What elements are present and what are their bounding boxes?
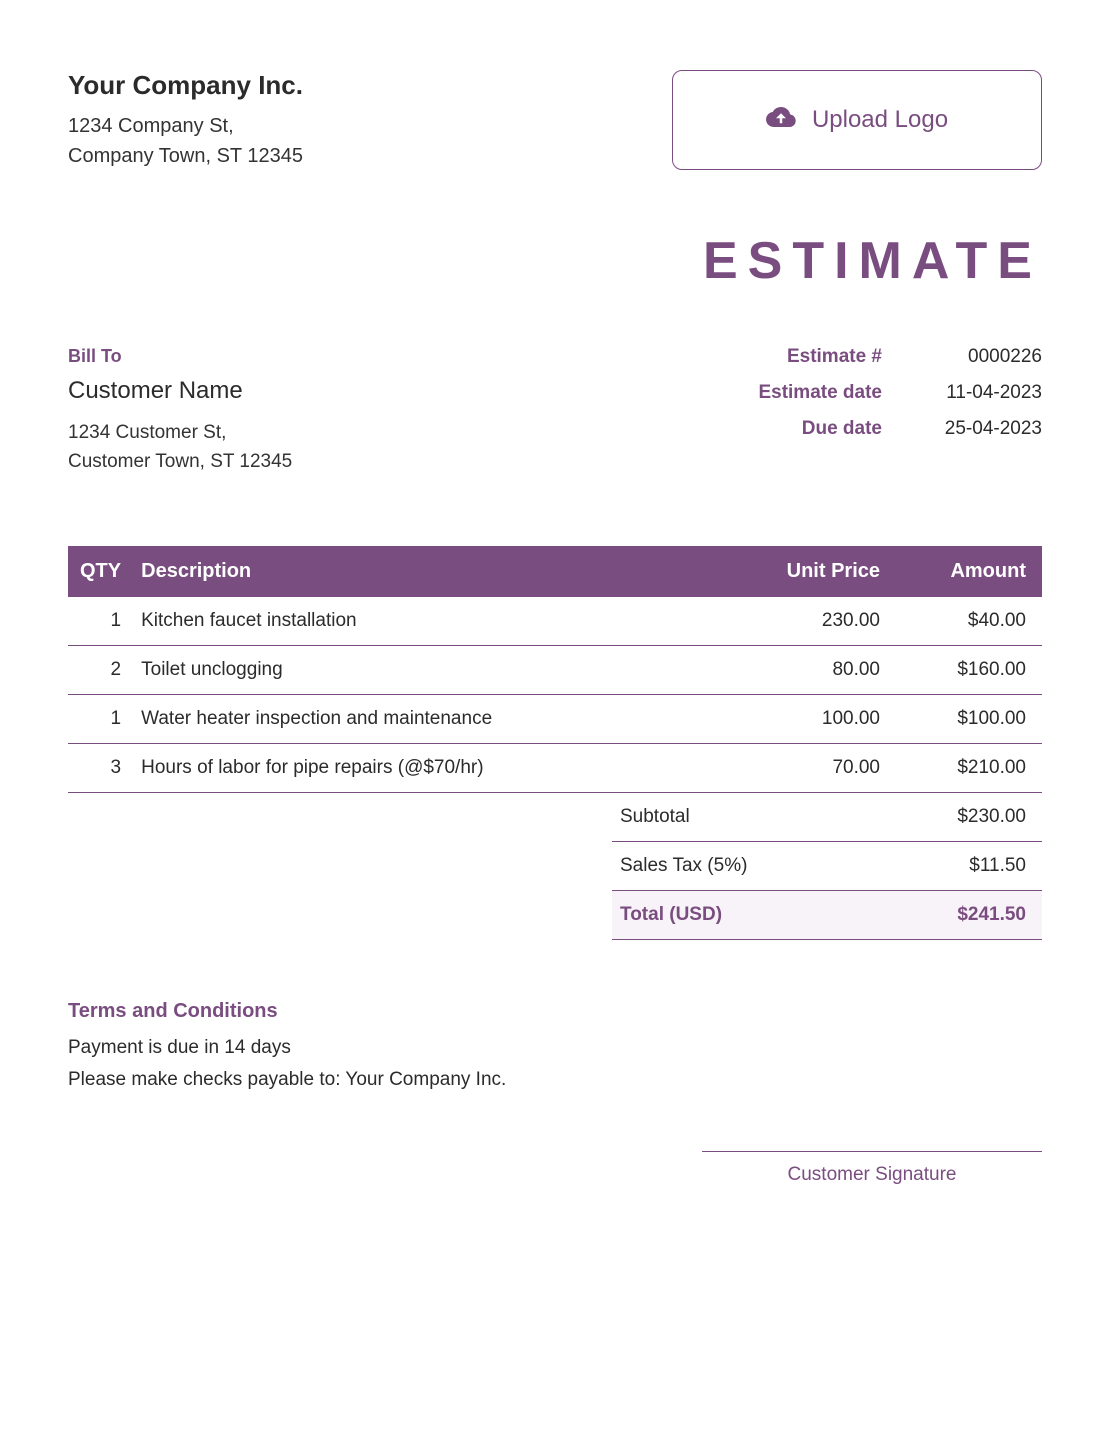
bill-to-label: Bill To — [68, 346, 292, 367]
subtotal-row: Subtotal $230.00 — [612, 793, 1042, 842]
table-row: 2 Toilet unclogging 80.00 $160.00 — [68, 646, 1042, 695]
table-row: 1 Water heater inspection and maintenanc… — [68, 695, 1042, 744]
item-amount: $210.00 — [892, 744, 1042, 793]
item-desc: Kitchen faucet installation — [129, 597, 742, 646]
total-value: $241.50 — [957, 904, 1026, 926]
customer-name: Customer Name — [68, 377, 292, 405]
item-desc: Toilet unclogging — [129, 646, 742, 695]
terms-block: Terms and Conditions Payment is due in 1… — [68, 1000, 1042, 1091]
upload-logo-button[interactable]: Upload Logo — [672, 70, 1042, 170]
item-qty: 1 — [68, 695, 129, 744]
signature-block: Customer Signature — [702, 1151, 1042, 1186]
subtotal-label: Subtotal — [620, 806, 690, 828]
due-date-label: Due date — [732, 418, 882, 440]
item-price: 100.00 — [742, 695, 892, 744]
company-address-line1: 1234 Company St, — [68, 111, 303, 141]
item-qty: 3 — [68, 744, 129, 793]
totals-block: Subtotal $230.00 Sales Tax (5%) $11.50 T… — [612, 793, 1042, 940]
estimate-date-label: Estimate date — [732, 382, 882, 404]
col-unit-price: Unit Price — [742, 546, 892, 597]
upload-logo-label: Upload Logo — [812, 106, 948, 134]
col-qty: QTY — [68, 546, 129, 597]
header: Your Company Inc. 1234 Company St, Compa… — [68, 70, 1042, 171]
item-amount: $100.00 — [892, 695, 1042, 744]
cloud-upload-icon — [766, 104, 796, 137]
estimate-meta: Estimate # 0000226 Estimate date 11-04-2… — [732, 346, 1042, 454]
total-label: Total (USD) — [620, 904, 722, 926]
company-address-line2: Company Town, ST 12345 — [68, 141, 303, 171]
company-address: 1234 Company St, Company Town, ST 12345 — [68, 111, 303, 171]
item-desc: Hours of labor for pipe repairs (@$70/hr… — [129, 744, 742, 793]
estimate-number-label: Estimate # — [732, 346, 882, 368]
meta-row: Bill To Customer Name 1234 Customer St, … — [68, 346, 1042, 476]
due-date-row: Due date 25-04-2023 — [732, 418, 1042, 440]
estimate-number-value: 0000226 — [922, 346, 1042, 368]
estimate-date-value: 11-04-2023 — [922, 382, 1042, 404]
customer-address-line2: Customer Town, ST 12345 — [68, 448, 292, 477]
tax-row: Sales Tax (5%) $11.50 — [612, 842, 1042, 891]
company-block: Your Company Inc. 1234 Company St, Compa… — [68, 70, 303, 171]
terms-title: Terms and Conditions — [68, 1000, 1042, 1023]
item-amount: $160.00 — [892, 646, 1042, 695]
total-row: Total (USD) $241.50 — [612, 891, 1042, 940]
items-table-header: QTY Description Unit Price Amount — [68, 546, 1042, 597]
item-qty: 2 — [68, 646, 129, 695]
item-desc: Water heater inspection and maintenance — [129, 695, 742, 744]
terms-line2: Please make checks payable to: Your Comp… — [68, 1069, 1042, 1091]
terms-line1: Payment is due in 14 days — [68, 1037, 1042, 1059]
item-qty: 1 — [68, 597, 129, 646]
col-amount: Amount — [892, 546, 1042, 597]
items-table: QTY Description Unit Price Amount 1 Kitc… — [68, 546, 1042, 793]
estimate-number-row: Estimate # 0000226 — [732, 346, 1042, 368]
item-amount: $40.00 — [892, 597, 1042, 646]
signature-line — [702, 1151, 1042, 1152]
customer-address: 1234 Customer St, Customer Town, ST 1234… — [68, 419, 292, 476]
customer-address-line1: 1234 Customer St, — [68, 419, 292, 448]
estimate-document: Your Company Inc. 1234 Company St, Compa… — [0, 0, 1110, 1436]
tax-value: $11.50 — [969, 855, 1026, 877]
document-title: ESTIMATE — [68, 231, 1042, 291]
item-price: 80.00 — [742, 646, 892, 695]
item-price: 230.00 — [742, 597, 892, 646]
estimate-date-row: Estimate date 11-04-2023 — [732, 382, 1042, 404]
bill-to-block: Bill To Customer Name 1234 Customer St, … — [68, 346, 292, 476]
col-description: Description — [129, 546, 742, 597]
tax-label: Sales Tax (5%) — [620, 855, 747, 877]
company-name: Your Company Inc. — [68, 70, 303, 101]
signature-label: Customer Signature — [702, 1164, 1042, 1186]
items-table-body: 1 Kitchen faucet installation 230.00 $40… — [68, 597, 1042, 793]
table-row: 1 Kitchen faucet installation 230.00 $40… — [68, 597, 1042, 646]
due-date-value: 25-04-2023 — [922, 418, 1042, 440]
subtotal-value: $230.00 — [957, 806, 1026, 828]
table-row: 3 Hours of labor for pipe repairs (@$70/… — [68, 744, 1042, 793]
item-price: 70.00 — [742, 744, 892, 793]
